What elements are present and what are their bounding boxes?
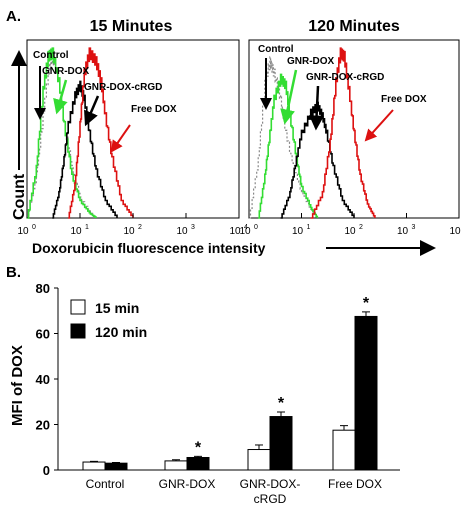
bar-category-label: GNR-DOX (159, 477, 216, 491)
significance-asterisk: * (278, 395, 285, 412)
legend-15min-swatch (70, 299, 86, 315)
right-x-tick-exponent: 1 (307, 224, 311, 231)
left-series-free-dox (68, 47, 134, 219)
bar-category-label: Free DOX (328, 477, 382, 491)
right-series-gnr-dox (258, 73, 319, 219)
legend-15min-label: 15 min (95, 300, 139, 316)
left-x-ticks: 10 0 10 1 10 2 10 3 10 4 (17, 213, 248, 237)
panel-a-label: A. (6, 8, 21, 25)
bar-y-ticks: 0 20 40 60 80 (36, 281, 58, 478)
bar-y-tick-label: 40 (36, 372, 50, 387)
right-x-tick-exponent: 2 (359, 224, 363, 231)
bar-legend: 15 min 120 min (70, 299, 147, 340)
right-gnr-dox-arrow (280, 69, 298, 125)
bar-y-tick-label: 60 (36, 327, 50, 342)
bar-120min-free-dox (354, 315, 378, 471)
bar-y-tick-label: 20 (36, 418, 50, 433)
fluorescence-axis-label: Doxorubicin fluorescence intensity (32, 240, 266, 256)
significance-asterisk: * (195, 439, 202, 456)
left-x-tick-exponent: 3 (191, 224, 195, 231)
right-annotations: Control GNR-DOX GNR-DOX-cRGD Free DOX (258, 44, 427, 142)
left-series-control (27, 51, 97, 219)
significance-asterisk: * (363, 295, 370, 312)
bar-marks: * * * (82, 295, 378, 471)
bar-120min-gnr-dox (186, 456, 210, 471)
left-gnr-dox-crgd-arrow (84, 95, 100, 127)
right-panel-title: 120 Minutes (308, 18, 400, 35)
bar-120min-control (104, 462, 128, 471)
bar-15min-gnr-dox-crgd (247, 449, 271, 471)
legend-120min-swatch (70, 323, 86, 339)
right-x-tick-label: 10 (239, 226, 251, 237)
left-x-tick-label: 10 (70, 226, 82, 237)
mfi-bar-chart: 0 20 40 60 80 * * * Control GNR-DOX GNR-DOX-cRGD… (36, 281, 400, 506)
left-control-label: Control (33, 50, 69, 61)
right-free-dox-label: Free DOX (381, 94, 427, 105)
right-series-free-dox (310, 47, 376, 219)
left-panel-title: 15 Minutes (90, 18, 173, 35)
right-control-label: Control (258, 44, 294, 55)
bar-category-label: cRGD (254, 492, 287, 506)
right-x-tick-label: 10 (344, 226, 356, 237)
right-series-control (249, 56, 318, 219)
left-series-gnr-dox-crgd (52, 80, 118, 219)
legend-120min-label: 120 min (95, 324, 147, 340)
bar-category-label: Control (86, 477, 125, 491)
left-x-tick-exponent: 1 (85, 224, 89, 231)
left-x-tick-label: 10 (123, 226, 135, 237)
right-x-tick-exponent: 0 (254, 224, 258, 231)
left-annotations: Control GNR-DOX GNR-DOX-cRGD Free DOX (33, 50, 177, 153)
left-gnr-dox-label: GNR-DOX (42, 66, 90, 77)
bar-15min-free-dox (332, 429, 356, 471)
bar-120min-gnr-dox-crgd (269, 416, 293, 471)
bar-y-tick-label: 80 (36, 281, 50, 296)
right-x-tick-label: 10 (292, 226, 304, 237)
left-x-tick-exponent: 4 (244, 224, 248, 231)
right-x-tick-label: 10 (449, 226, 461, 237)
panel-b-label: B. (6, 264, 21, 281)
left-x-tick-exponent: 0 (32, 224, 36, 231)
left-x-tick-label: 10 (17, 226, 29, 237)
right-x-tick-label: 10 (397, 226, 409, 237)
right-x-tick-exponent: 3 (412, 224, 416, 231)
left-x-tick-label: 10 (229, 226, 241, 237)
bar-category-labels: Control GNR-DOX GNR-DOX-cRGD Free DOX (86, 477, 382, 506)
left-gnr-dox-crgd-label: GNR-DOX-cRGD (84, 82, 162, 93)
left-free-dox-label: Free DOX (131, 104, 177, 115)
count-axis-label: Count (11, 173, 28, 220)
bar-15min-gnr-dox (164, 460, 188, 471)
bar-y-tick-label: 0 (43, 463, 50, 478)
right-gnr-dox-crgd-label: GNR-DOX-cRGD (306, 72, 384, 83)
left-gnr-dox-arrow (53, 79, 68, 115)
right-gnr-dox-label: GNR-DOX (287, 56, 335, 67)
left-free-dox-arrow (110, 124, 131, 153)
right-free-dox-arrow (364, 109, 394, 142)
left-x-tick-label: 10 (176, 226, 188, 237)
right-gnr-dox-crgd-arrow (309, 85, 325, 131)
mfi-axis-label: MFI of DOX (9, 345, 26, 426)
bar-category-label: GNR-DOX- (240, 477, 301, 491)
left-x-tick-exponent: 2 (138, 224, 142, 231)
bar-15min-control (82, 461, 106, 471)
